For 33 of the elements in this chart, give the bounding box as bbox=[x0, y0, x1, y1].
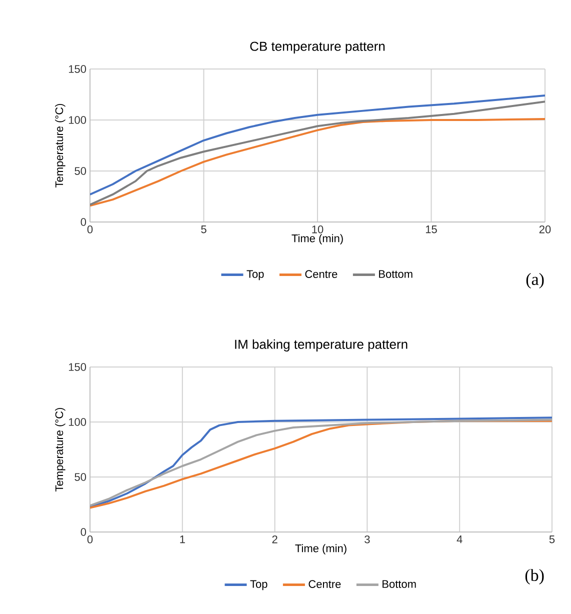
x-tick-label: 20 bbox=[539, 226, 551, 234]
legend-label: Bottom bbox=[379, 270, 412, 278]
x-tick-label: 10 bbox=[312, 226, 324, 234]
legend-label: Bottom bbox=[382, 580, 416, 588]
x-tick-label: 15 bbox=[426, 226, 437, 234]
y-tick-label: 50 bbox=[74, 167, 86, 175]
x-tick-label: 0 bbox=[87, 226, 93, 234]
x-tick-label: 5 bbox=[549, 536, 555, 544]
chart-title: IM baking temperature pattern bbox=[235, 339, 408, 352]
text: (b) bbox=[525, 569, 544, 584]
text: (a) bbox=[526, 273, 544, 288]
y-axis-title: Temperature (°C) bbox=[55, 104, 66, 188]
y-tick-label: 50 bbox=[74, 473, 86, 481]
x-axis-title: Time (min) bbox=[292, 234, 343, 244]
x-tick-label: 2 bbox=[272, 536, 278, 544]
legend-label: Top bbox=[250, 580, 268, 590]
x-tick-label: 1 bbox=[180, 536, 185, 544]
x-tick-label: 5 bbox=[201, 226, 206, 234]
x-tick-label: 3 bbox=[364, 536, 370, 544]
y-tick-label: 0 bbox=[80, 218, 86, 226]
x-tick-label: 4 bbox=[456, 536, 462, 544]
y-tick-label: 150 bbox=[68, 65, 86, 73]
x-tick-label: 0 bbox=[87, 536, 93, 544]
legend-label: Centre bbox=[305, 270, 338, 278]
legend-label: Top bbox=[246, 270, 264, 280]
x-axis-title: Time (min) bbox=[295, 544, 346, 554]
y-tick-label: 100 bbox=[68, 116, 86, 124]
y-axis-title: Temperature (°C) bbox=[55, 408, 66, 492]
legend-label: Centre bbox=[308, 580, 341, 588]
y-tick-label: 150 bbox=[68, 363, 86, 371]
chart-title: CB temperature pattern bbox=[250, 42, 385, 54]
y-tick-label: 100 bbox=[68, 418, 86, 426]
y-tick-label: 0 bbox=[80, 528, 86, 536]
